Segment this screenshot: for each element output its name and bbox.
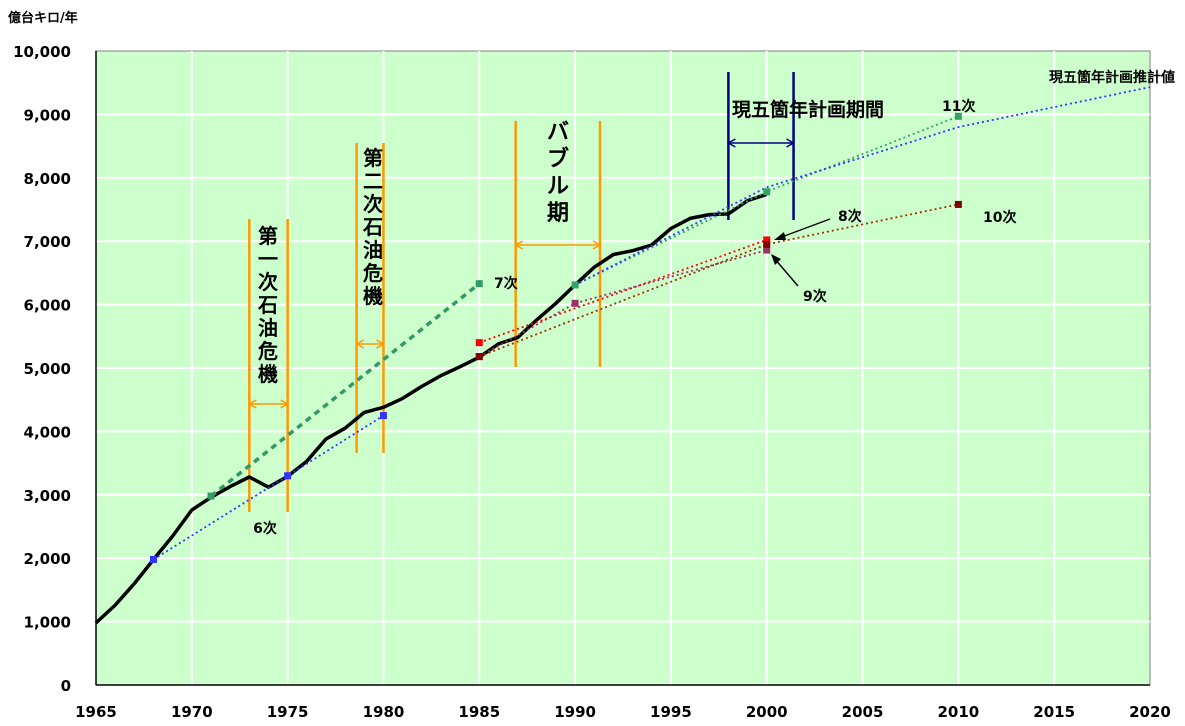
period-arrow-head-right bbox=[376, 339, 385, 349]
x-tick-label: 2020 bbox=[1129, 703, 1171, 721]
y-tick-label: 8,000 bbox=[24, 170, 71, 188]
pointer-plan8 bbox=[778, 218, 831, 239]
vertical-label-char: 次 bbox=[258, 270, 278, 294]
vertical-label-char: 油 bbox=[258, 316, 278, 340]
series-line-current_plan bbox=[574, 86, 1151, 286]
y-tick-label: 9,000 bbox=[24, 106, 71, 124]
x-tick-label: 1975 bbox=[267, 703, 309, 721]
series-line-plan7 bbox=[209, 282, 481, 498]
vertical-label-char: 次 bbox=[363, 192, 383, 216]
series-point-plan9 bbox=[763, 246, 771, 254]
series-point-plan8 bbox=[475, 339, 483, 347]
x-tick-label: 1995 bbox=[650, 703, 692, 721]
x-tick-label: 2005 bbox=[842, 703, 884, 721]
series-point-plan11 bbox=[954, 112, 962, 120]
x-tick-label: 2015 bbox=[1033, 703, 1075, 721]
label-current-plan-period: 現五箇年計画期間 bbox=[732, 98, 884, 121]
series-point-plan10 bbox=[954, 200, 962, 208]
vertical-label-char: 石 bbox=[362, 215, 383, 239]
label-current-plan-estimate: 現五箇年計画推計値 bbox=[1049, 69, 1175, 86]
period-arrow-head-right bbox=[786, 138, 796, 148]
y-axis-label: 億台キロ/年 bbox=[8, 10, 78, 26]
vertical-label-char: ル bbox=[547, 174, 569, 199]
vertical-label-char: 第 bbox=[363, 146, 383, 170]
x-tick-label: 2010 bbox=[937, 703, 979, 721]
pointer-head-plan9 bbox=[771, 254, 781, 265]
x-tick-label: 1980 bbox=[363, 703, 405, 721]
period-arrow-head-left bbox=[355, 339, 364, 349]
label-plan11: 11次 bbox=[942, 98, 975, 115]
series-point-plan11 bbox=[571, 281, 579, 289]
vertical-label-char: 危 bbox=[258, 339, 278, 363]
y-tick-label: 2,000 bbox=[24, 550, 71, 568]
y-tick-label: 3,000 bbox=[24, 487, 71, 505]
y-tick-label: 7,000 bbox=[24, 233, 71, 251]
series-point-plan9 bbox=[571, 299, 579, 307]
series-line-plan8 bbox=[478, 239, 768, 344]
vertical-label-char: 石 bbox=[257, 293, 278, 317]
series-point-plan8 bbox=[763, 236, 771, 244]
label-plan6: 6次 bbox=[253, 520, 277, 537]
label-plan9: 9次 bbox=[803, 288, 827, 305]
series-point-plan10 bbox=[763, 240, 771, 248]
vertical-label-char: 危 bbox=[363, 261, 383, 285]
label-plan7: 7次 bbox=[494, 275, 518, 292]
vertical-label-char: 機 bbox=[258, 362, 278, 386]
series-point-plan10 bbox=[475, 353, 483, 361]
vertical-label-char: 二 bbox=[363, 169, 383, 193]
x-tick-label: 1985 bbox=[458, 703, 500, 721]
annotation-layer: 第一次石油危機第二次石油危機バブル期現五箇年計画期間6次7次8次9次10次11次… bbox=[253, 69, 1175, 537]
series-line-plan11 bbox=[574, 115, 959, 286]
y-tick-label: 10,000 bbox=[13, 43, 71, 61]
label-plan8: 8次 bbox=[838, 208, 862, 225]
vertical-label-char: 機 bbox=[363, 284, 383, 308]
y-tick-label: 6,000 bbox=[24, 297, 71, 315]
y-tick-label: 4,000 bbox=[24, 423, 71, 441]
tick-labels: 1965 1970 1975 1980 1985 1990 1995 2000 2005 2010… bbox=[13, 43, 1171, 721]
series-point-plan6 bbox=[379, 412, 387, 420]
grid-lines bbox=[96, 51, 1150, 685]
pointer-head-plan8 bbox=[774, 232, 786, 240]
series-point-plan6 bbox=[284, 472, 292, 480]
vertical-label-char: 第 bbox=[258, 224, 278, 248]
period-arrow-head-left bbox=[726, 138, 736, 148]
y-tick-label: 5,000 bbox=[24, 360, 71, 378]
vertical-label-char: バ bbox=[547, 120, 569, 145]
period-arrow-head-right bbox=[592, 240, 602, 250]
vertical-label-char: 期 bbox=[547, 201, 569, 226]
y-tick-label: 1,000 bbox=[24, 614, 71, 632]
label-plan10: 10次 bbox=[983, 209, 1016, 226]
marker-layer bbox=[149, 112, 962, 563]
vertical-label-char: 一 bbox=[258, 247, 278, 271]
pointer-plan9 bbox=[773, 257, 799, 287]
axes bbox=[95, 51, 1150, 686]
x-tick-label: 1990 bbox=[554, 703, 596, 721]
x-tick-label: 1970 bbox=[171, 703, 213, 721]
period-markers bbox=[247, 72, 796, 512]
y-tick-label: 0 bbox=[61, 677, 71, 695]
series-point-plan7 bbox=[207, 492, 215, 500]
vertical-label-char: 油 bbox=[363, 238, 383, 262]
vertical-label-char: ブ bbox=[547, 146, 569, 172]
series-point-plan11 bbox=[763, 188, 771, 196]
series-line-plan9 bbox=[478, 249, 767, 358]
period-arrow-head-left bbox=[247, 399, 257, 409]
period-arrow-head-left bbox=[514, 240, 524, 250]
period-arrow-head-right bbox=[280, 399, 290, 409]
x-tick-label: 2000 bbox=[746, 703, 788, 721]
x-tick-label: 1965 bbox=[75, 703, 117, 721]
series-point-plan6 bbox=[149, 555, 157, 563]
series-point-plan7 bbox=[475, 280, 483, 288]
